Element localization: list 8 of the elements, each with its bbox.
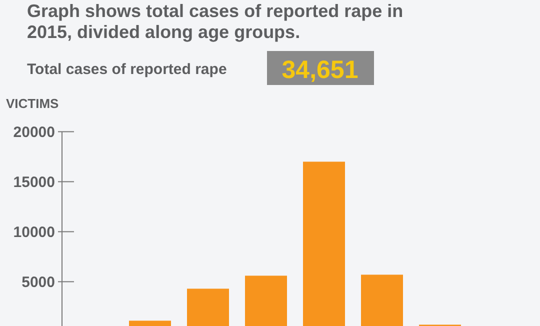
chart-subtitle: Total cases of reported rape [27,61,227,78]
text: 34,651 [282,56,358,84]
y-tick-label: 10000 [13,224,55,241]
y-tick-label: 5000 [22,274,55,291]
y-tick-label: 20000 [13,124,55,141]
y-axis-title: VICTIMS [6,96,60,111]
y-tick-label: 15000 [13,174,55,191]
chart-title: Graph shows total cases of reported rape in 2015, divided along age groups. [27,1,404,42]
